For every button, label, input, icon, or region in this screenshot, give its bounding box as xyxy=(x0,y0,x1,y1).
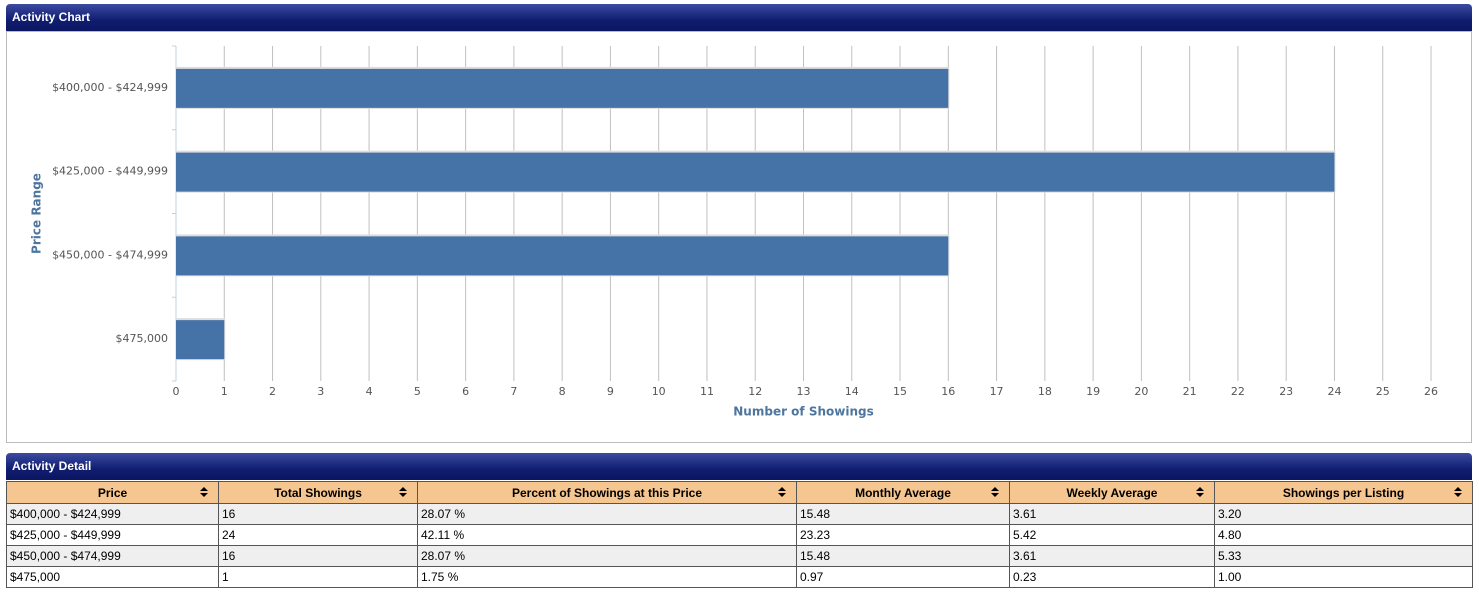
x-tick-label: 23 xyxy=(1279,385,1293,398)
table-cell: 1 xyxy=(218,566,418,588)
x-tick-label: 17 xyxy=(990,385,1004,398)
table-cell: 3.61 xyxy=(1009,545,1215,567)
table-cell: 15.48 xyxy=(796,503,1010,525)
table-cell: 42.11 % xyxy=(417,524,797,546)
x-tick-label: 22 xyxy=(1231,385,1245,398)
x-tick-label: 24 xyxy=(1327,385,1341,398)
x-tick-label: 8 xyxy=(559,385,566,398)
x-tick-label: 1 xyxy=(221,385,228,398)
x-tick-label: 18 xyxy=(1038,385,1052,398)
y-tick-label: $475,000 xyxy=(116,332,169,345)
x-tick-label: 11 xyxy=(700,385,714,398)
table-cell: 24 xyxy=(218,524,418,546)
x-tick-label: 7 xyxy=(510,385,517,398)
table-cell: 15.48 xyxy=(796,545,1010,567)
table-row: $425,000 - $449,999 24 42.11 % 23.23 5.42 4.8… xyxy=(6,524,1473,546)
panel-header: Activity Chart xyxy=(6,4,1472,31)
column-header[interactable]: Total Showings xyxy=(218,481,418,504)
column-header[interactable]: Showings per Listing xyxy=(1214,481,1473,504)
table-cell: $450,000 - $474,999 xyxy=(6,545,219,567)
x-tick-label: 20 xyxy=(1134,385,1148,398)
x-tick-label: 14 xyxy=(845,385,859,398)
x-tick-label: 16 xyxy=(941,385,955,398)
x-tick-label: 3 xyxy=(317,385,324,398)
bar xyxy=(176,236,949,276)
x-tick-label: 0 xyxy=(173,385,180,398)
chart: 0 1 2 3 4 5 6 7 8 9 10 11 12 13 14 15 16 17 18 19 20 21 22 23 24… xyxy=(30,45,1438,419)
table-cell: 16 xyxy=(218,503,418,525)
table-cell: 0.97 xyxy=(796,566,1010,588)
column-header[interactable]: Monthly Average xyxy=(796,481,1010,504)
x-tick-label: 2 xyxy=(269,385,276,398)
x-tick-label: 9 xyxy=(607,385,614,398)
table-cell: 5.33 xyxy=(1214,545,1473,567)
table-cell: 28.07 % xyxy=(417,545,797,567)
column-header[interactable]: Weekly Average xyxy=(1009,481,1215,504)
table-cell: 4.80 xyxy=(1214,524,1473,546)
table-cell: 3.20 xyxy=(1214,503,1473,525)
header-row: Price Total Showings Percent of Showings a… xyxy=(6,481,1473,504)
table-row: $450,000 - $474,999 16 28.07 % 15.48 3.61 5.3… xyxy=(6,545,1473,567)
x-tick-label: 19 xyxy=(1086,385,1100,398)
x-tick-label: 4 xyxy=(366,385,373,398)
table-cell: 0.23 xyxy=(1009,566,1215,588)
table-cell: $425,000 - $449,999 xyxy=(6,524,219,546)
table-cell: 16 xyxy=(218,545,418,567)
y-tick-label: $450,000 - $474,999 xyxy=(52,248,168,261)
table-cell: 1.75 % xyxy=(417,566,797,588)
x-tick-label: 13 xyxy=(797,385,811,398)
x-tick-label: 25 xyxy=(1376,385,1390,398)
x-tick-label: 6 xyxy=(462,385,469,398)
panel-header: Activity Detail xyxy=(6,453,1472,480)
table-row: $400,000 - $424,999 16 28.07 % 15.48 3.61 3.2… xyxy=(6,503,1473,525)
x-axis-title: Number of Showings xyxy=(733,405,873,419)
detail-table: Price Total Showings Percent of Showings a… xyxy=(6,481,1473,588)
y-axis-title: Price Range xyxy=(30,173,44,254)
x-tick-label: 21 xyxy=(1183,385,1197,398)
table-cell: 1.00 xyxy=(1214,566,1473,588)
table-row: $475,000 1 1.75 % 0.97 0.23 1.00 xyxy=(6,566,1473,588)
x-tick-label: 5 xyxy=(414,385,421,398)
table-cell: 23.23 xyxy=(796,524,1010,546)
bar xyxy=(176,320,225,360)
table-cell: $475,000 xyxy=(6,566,219,588)
column-header[interactable]: Price xyxy=(6,481,219,504)
bar xyxy=(176,68,949,108)
x-tick-label: 26 xyxy=(1424,385,1438,398)
bar xyxy=(176,152,1335,192)
table-cell: 28.07 % xyxy=(417,503,797,525)
column-header[interactable]: Percent of Showings at this Price xyxy=(417,481,797,504)
y-tick-label: $425,000 - $449,999 xyxy=(52,165,168,178)
chart-panel: 0 1 2 3 4 5 6 7 8 9 10 11 12 13 14 15 16 17 18 19 20 21 22 23 24… xyxy=(6,31,1472,443)
x-tick-label: 10 xyxy=(652,385,666,398)
x-tick-label: 15 xyxy=(893,385,907,398)
y-tick-label: $400,000 - $424,999 xyxy=(52,81,168,94)
table-cell: $400,000 - $424,999 xyxy=(6,503,219,525)
x-tick-label: 12 xyxy=(748,385,762,398)
table-cell: 3.61 xyxy=(1009,503,1215,525)
table-cell: 5.42 xyxy=(1009,524,1215,546)
